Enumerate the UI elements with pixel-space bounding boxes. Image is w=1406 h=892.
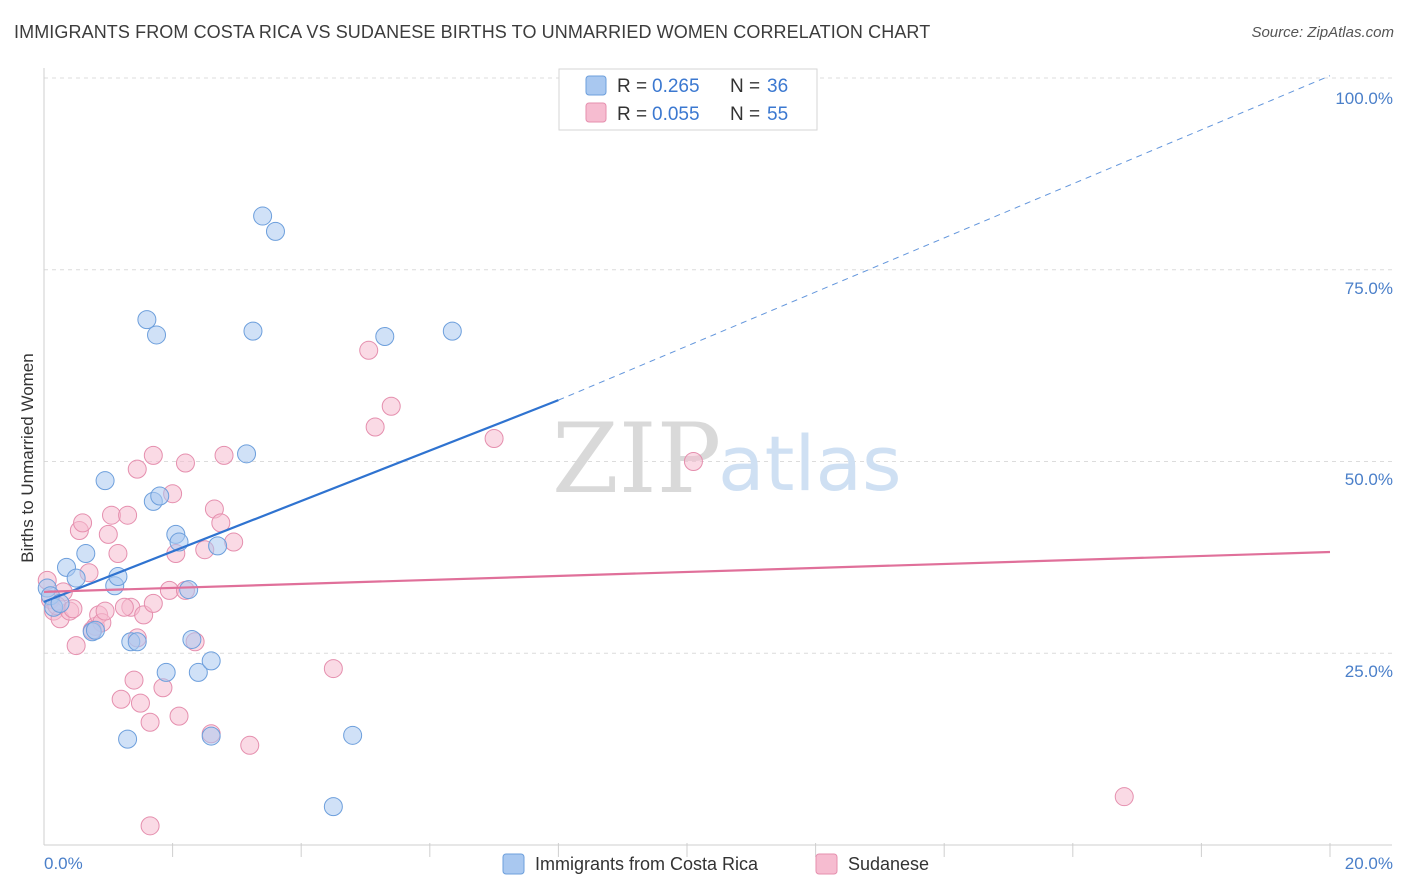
legend-n-label-blue: N = xyxy=(730,76,760,97)
costa-rica-point xyxy=(265,221,285,241)
y-tick-label-75: 75.0% xyxy=(1345,279,1393,298)
sudanese-point xyxy=(130,693,150,713)
sudanese-point xyxy=(108,544,128,564)
costa-rica-point xyxy=(76,544,96,564)
x-ticks xyxy=(172,843,1331,857)
correlation-legend: R = 0.265 N = 36 R = 0.055 N = 55 xyxy=(558,68,818,131)
sudanese-point xyxy=(683,452,703,471)
costa-rica-point xyxy=(137,310,157,330)
sudanese-point xyxy=(124,670,144,690)
sudanese-point xyxy=(240,735,260,755)
costa-rica-points xyxy=(37,206,462,817)
legend-n-label-pink: N = xyxy=(730,104,760,125)
y-tick-label-50: 50.0% xyxy=(1345,470,1393,489)
costa-rica-point xyxy=(375,326,395,346)
sudanese-point xyxy=(365,417,385,437)
costa-rica-point xyxy=(182,629,202,649)
costa-rica-point xyxy=(179,580,199,600)
costa-rica-point xyxy=(66,568,86,588)
sudanese-point xyxy=(140,712,160,732)
sudanese-point xyxy=(1114,787,1134,807)
y-tick-label-100: 100.0% xyxy=(1335,89,1393,108)
sudanese-point xyxy=(381,396,401,416)
sudanese-point xyxy=(175,453,195,473)
x-tick-label-0: 0.0% xyxy=(44,854,83,873)
watermark-atlas: atlas xyxy=(718,419,902,508)
sudanese-point xyxy=(140,816,160,836)
sudanese-point xyxy=(95,601,115,621)
trend-lines xyxy=(43,75,1331,603)
x-tick-label-20: 20.0% xyxy=(1345,854,1393,873)
sudanese-point xyxy=(323,659,343,679)
sudanese-point xyxy=(114,597,134,617)
legend-swatch-pink xyxy=(585,102,607,123)
costa-rica-point xyxy=(343,725,363,745)
sudanese-point xyxy=(143,593,163,613)
sudanese-point xyxy=(484,428,504,448)
legend-swatch-blue xyxy=(585,75,607,96)
sudanese-point xyxy=(359,340,379,360)
legend-n-value-blue: 36 xyxy=(767,76,788,97)
y-tick-label-25: 25.0% xyxy=(1345,662,1393,681)
sudanese-point xyxy=(169,706,189,726)
sudanese-point xyxy=(159,580,179,600)
legend-r-label-pink: R = xyxy=(617,104,647,125)
sudanese-point xyxy=(127,459,147,479)
costa-rica-point xyxy=(188,662,208,682)
costa-rica-trend-extension xyxy=(558,75,1331,401)
costa-rica-point xyxy=(323,797,343,817)
source-label: Source: ZipAtlas.com xyxy=(1251,24,1394,41)
sudanese-point xyxy=(214,445,234,465)
sudanese-trend-line xyxy=(43,550,1331,593)
costa-rica-point xyxy=(237,444,257,464)
sudanese-point xyxy=(111,689,131,709)
costa-rica-trend-line xyxy=(43,399,559,603)
costa-rica-point xyxy=(127,632,147,652)
y-axis-label: Births to Unmarried Women xyxy=(18,353,37,562)
sudanese-point xyxy=(66,636,86,656)
sudanese-point xyxy=(118,505,138,525)
costa-rica-point xyxy=(85,620,105,640)
costa-rica-point xyxy=(95,471,115,491)
sudanese-point xyxy=(102,505,122,525)
chart-title: IMMIGRANTS FROM COSTA RICA VS SUDANESE B… xyxy=(14,22,931,42)
costa-rica-point xyxy=(147,325,167,345)
costa-rica-point xyxy=(253,206,273,226)
legend-r-value-blue: 0.265 xyxy=(652,76,700,97)
series-legend: Immigrants from Costa Rica Sudanese xyxy=(502,853,929,875)
sudanese-point xyxy=(153,678,173,698)
sudanese-point xyxy=(224,532,244,552)
costa-rica-point xyxy=(156,662,176,682)
legend-r-label-blue: R = xyxy=(617,76,647,97)
sudanese-point xyxy=(73,513,93,533)
series-legend-swatch-blue xyxy=(502,853,525,875)
series-legend-swatch-pink xyxy=(815,853,838,875)
costa-rica-point xyxy=(150,486,170,506)
series-legend-label-blue: Immigrants from Costa Rica xyxy=(535,854,759,874)
costa-rica-point xyxy=(442,321,462,341)
costa-rica-point xyxy=(201,726,221,746)
costa-rica-point xyxy=(208,536,228,556)
grid xyxy=(44,77,1392,654)
costa-rica-point xyxy=(201,651,221,671)
legend-n-value-pink: 55 xyxy=(767,104,788,125)
sudanese-point xyxy=(143,445,163,465)
series-legend-label-pink: Sudanese xyxy=(848,854,929,874)
sudanese-point xyxy=(98,524,118,544)
costa-rica-point xyxy=(118,729,138,749)
legend-r-value-pink: 0.055 xyxy=(652,104,700,125)
costa-rica-point xyxy=(243,321,263,341)
